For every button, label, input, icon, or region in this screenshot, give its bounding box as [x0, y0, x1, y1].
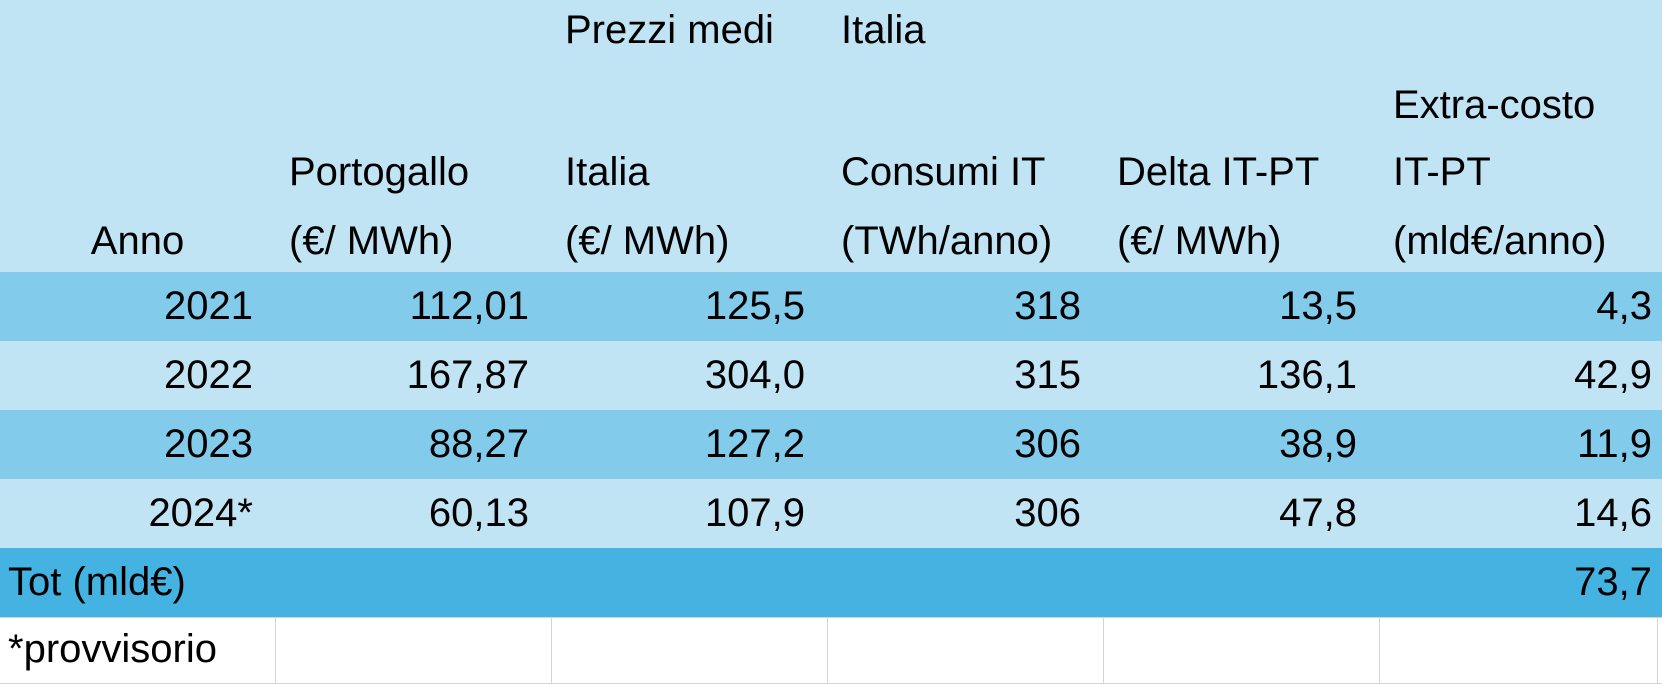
cell: 167,87 [406, 353, 529, 397]
total-label: Tot (mld€) [8, 560, 186, 604]
cell: 14,6 [1574, 491, 1652, 535]
cell: 2023 [164, 422, 253, 466]
header-text: Portogallo [289, 150, 470, 194]
grid-line [827, 617, 828, 684]
grid-line [1379, 617, 1380, 684]
header-text: Extra-costo [1393, 83, 1596, 127]
top-label: Prezzi medi [565, 8, 774, 52]
cell: 306 [1014, 491, 1081, 535]
header-text: (TWh/anno) [841, 219, 1053, 263]
cell: 107,9 [704, 491, 805, 535]
row-bg [0, 410, 1662, 479]
grid-line [275, 617, 276, 684]
header-text: (mld€/anno) [1393, 219, 1607, 263]
cell: 11,9 [1577, 422, 1652, 466]
cell: 2021 [164, 284, 253, 328]
cell: 2024* [148, 491, 253, 535]
header-text: Delta IT-PT [1117, 150, 1320, 194]
cell: 125,5 [704, 284, 805, 328]
grid-line [551, 617, 552, 684]
row-bg [0, 479, 1662, 548]
grid-line [1103, 617, 1104, 684]
header-text: (€/ MWh) [289, 219, 454, 263]
cell: 4,3 [1596, 284, 1652, 328]
footnote: *provvisorio [8, 627, 217, 671]
header-text: Anno [90, 219, 185, 263]
cell: 112,01 [409, 284, 529, 328]
total-bg [0, 548, 1662, 617]
cell: 88,27 [428, 422, 529, 466]
grid-line [1657, 617, 1658, 684]
cell: 60,13 [428, 491, 529, 535]
header-bg [0, 0, 1662, 272]
header-text: Italia [565, 150, 650, 194]
header-text: IT-PT [1393, 150, 1491, 194]
cell: 136,1 [1256, 353, 1357, 397]
cell: 315 [1014, 353, 1081, 397]
total-value: 73,7 [1574, 560, 1652, 604]
grid-line [0, 617, 1662, 618]
header-text: Consumi IT [841, 150, 1046, 194]
top-label: Italia [841, 8, 926, 52]
header-text: (€/ MWh) [1117, 219, 1282, 263]
cell: 127,2 [704, 422, 805, 466]
cell: 306 [1014, 422, 1081, 466]
cell: 304,0 [704, 353, 805, 397]
cell: 42,9 [1574, 353, 1652, 397]
row-bg [0, 272, 1662, 341]
cell: 38,9 [1279, 422, 1357, 466]
header-text: (€/ MWh) [565, 219, 730, 263]
cell: 2022 [164, 353, 253, 397]
row-bg [0, 341, 1662, 410]
cell: 47,8 [1279, 491, 1357, 535]
cell: 13,5 [1279, 284, 1357, 328]
cell: 318 [1014, 284, 1081, 328]
